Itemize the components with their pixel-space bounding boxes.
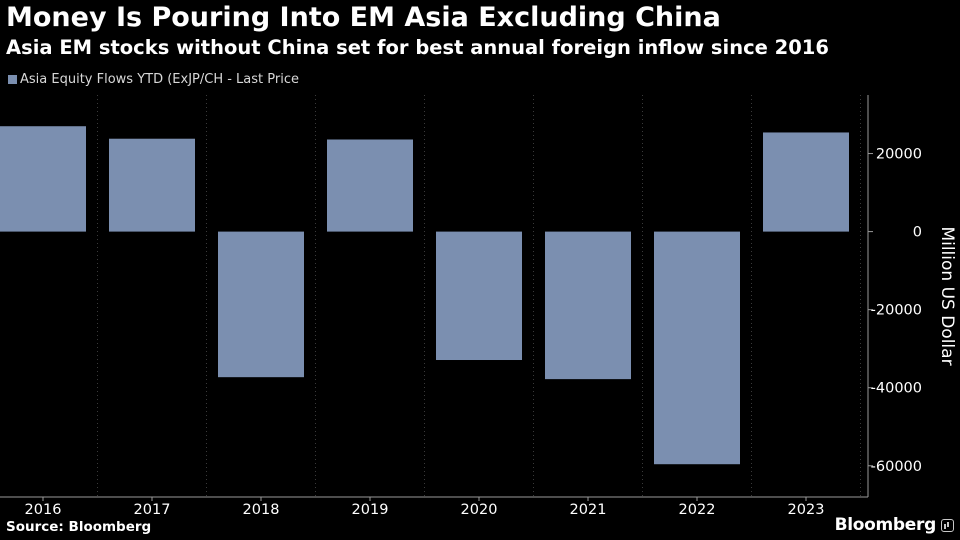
source-note: Source: Bloomberg bbox=[6, 519, 152, 535]
y-tick-label: 20000 bbox=[876, 147, 922, 163]
x-tick-label: 2022 bbox=[679, 502, 716, 518]
chart-title: Money Is Pouring Into EM Asia Excluding … bbox=[6, 2, 721, 33]
brand-logo: Bloomberg bbox=[835, 515, 954, 535]
x-tick-label: 2020 bbox=[461, 502, 498, 518]
legend-swatch bbox=[8, 75, 17, 84]
bar-2020 bbox=[436, 231, 522, 361]
legend-label: Asia Equity Flows YTD (ExJP/CH - Last Pr… bbox=[20, 72, 299, 87]
y-tick-label: 0 bbox=[913, 225, 922, 241]
y-tick-label: -40000 bbox=[871, 381, 922, 397]
bar-2018 bbox=[218, 231, 304, 378]
brand-name: Bloomberg bbox=[834, 515, 937, 535]
y-axis-title: Million US Dollar bbox=[937, 226, 957, 365]
x-tick-label: 2016 bbox=[25, 502, 62, 518]
legend: Asia Equity Flows YTD (ExJP/CH - Last Pr… bbox=[8, 72, 299, 87]
bar-2023 bbox=[763, 132, 849, 232]
y-tick-label: -60000 bbox=[871, 459, 922, 475]
x-tick-label: 2019 bbox=[352, 502, 389, 518]
chart-icon bbox=[941, 518, 954, 532]
chart-subtitle: Asia EM stocks without China set for bes… bbox=[6, 36, 829, 59]
bar-2021 bbox=[545, 231, 631, 380]
y-tick-label: -20000 bbox=[871, 303, 922, 319]
x-tick-label: 2023 bbox=[788, 502, 825, 518]
x-tick-label: 2018 bbox=[243, 502, 280, 518]
x-tick-label: 2021 bbox=[570, 502, 607, 518]
bar-2019 bbox=[327, 139, 413, 232]
bar-2017 bbox=[109, 138, 195, 232]
bar-2016 bbox=[0, 126, 86, 232]
bar-2022 bbox=[654, 231, 740, 465]
x-tick-label: 2017 bbox=[134, 502, 171, 518]
